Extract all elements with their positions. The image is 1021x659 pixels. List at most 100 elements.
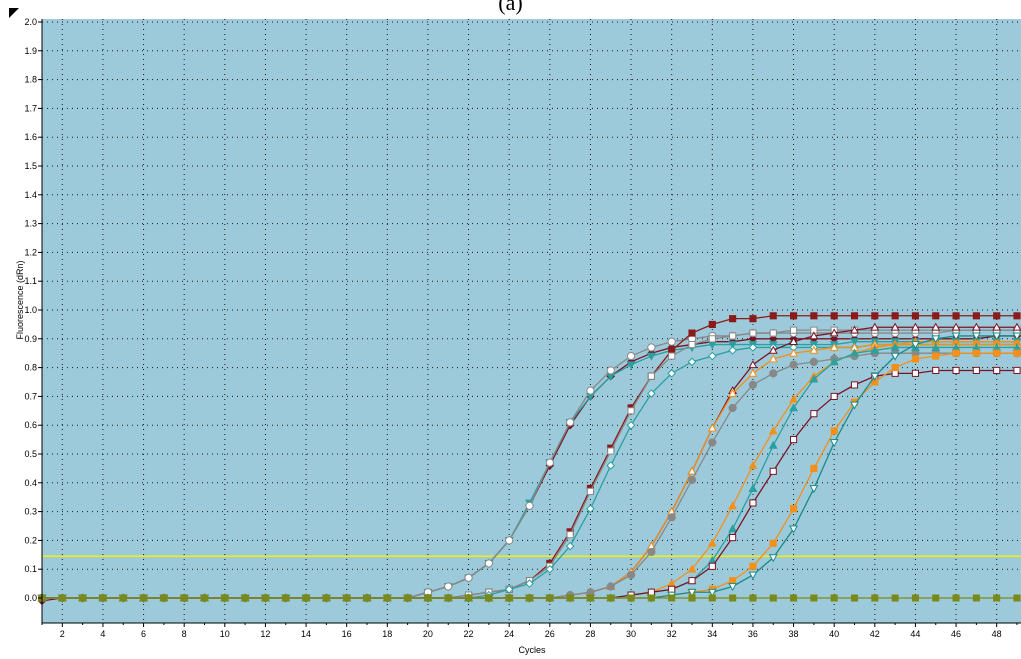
data-point — [993, 594, 1001, 602]
data-point — [870, 372, 880, 381]
data-point — [992, 332, 1002, 341]
data-point — [505, 594, 513, 602]
data-point — [769, 329, 777, 337]
data-point — [687, 466, 697, 475]
data-point — [932, 312, 940, 320]
x-tick-label: 40 — [829, 629, 839, 639]
series-14 — [38, 594, 1021, 602]
data-point — [525, 501, 534, 510]
data-point — [708, 351, 717, 361]
data-point — [749, 315, 757, 323]
data-point — [586, 504, 595, 514]
data-point — [626, 420, 636, 430]
y-tick-label: 0.8 — [24, 363, 37, 373]
x-tick-label: 42 — [870, 629, 880, 639]
data-point — [688, 341, 696, 349]
data-point — [383, 594, 391, 602]
data-point — [972, 349, 980, 357]
data-point — [119, 594, 127, 602]
x-tick-label: 4 — [100, 629, 105, 639]
data-point — [707, 538, 717, 547]
data-point — [424, 594, 432, 602]
data-point — [972, 366, 980, 375]
data-point — [565, 541, 575, 551]
x-tick-label: 26 — [545, 629, 555, 639]
data-point — [890, 342, 900, 351]
data-point — [687, 588, 697, 597]
data-point — [729, 315, 737, 323]
y-axis-ticks: 0.0 0.1 0.2 0.3 0.4 0.5 0.6 0.7 0.8 0.9 1.0 1.1 1.2 1… — [24, 17, 42, 603]
data-point — [668, 585, 676, 593]
data-point — [829, 342, 839, 351]
data-point — [140, 594, 148, 602]
data-point — [809, 331, 819, 340]
x-tick-label: 18 — [382, 629, 392, 639]
data-point — [952, 312, 960, 320]
data-point — [687, 357, 697, 367]
y-tick-label: 0.9 — [24, 334, 37, 344]
x-tick-label: 22 — [464, 629, 474, 639]
data-point — [728, 501, 738, 510]
x-axis-title: Cycles — [518, 645, 546, 655]
data-point — [790, 312, 798, 320]
data-point — [891, 312, 899, 320]
x-tick-label: 24 — [504, 629, 514, 639]
data-point — [688, 594, 696, 602]
data-point — [647, 547, 656, 557]
data-point — [891, 364, 899, 372]
data-point — [890, 322, 900, 331]
data-point — [525, 579, 534, 588]
x-tick-label: 32 — [667, 629, 677, 639]
data-point — [768, 354, 778, 363]
x-tick-label: 46 — [951, 629, 961, 639]
y-tick-label: 1.4 — [24, 190, 37, 200]
data-point — [627, 594, 635, 602]
data-point — [810, 312, 818, 320]
data-point — [911, 355, 919, 363]
data-point — [404, 594, 412, 602]
y-tick-label: 1.5 — [24, 161, 37, 171]
data-point — [647, 389, 656, 398]
data-point — [607, 594, 615, 602]
data-point — [768, 426, 778, 435]
data-point — [952, 366, 960, 375]
data-point — [525, 594, 534, 602]
data-point — [668, 346, 676, 354]
data-point — [932, 366, 940, 375]
y-tick-label: 0.2 — [24, 535, 37, 545]
data-point — [829, 328, 839, 337]
data-point — [749, 499, 757, 507]
data-point — [810, 410, 818, 418]
data-point — [363, 594, 371, 602]
data-point — [850, 348, 859, 357]
data-point — [749, 594, 757, 602]
data-point — [829, 357, 839, 366]
data-point — [627, 407, 635, 415]
data-point — [789, 337, 799, 346]
x-axis-ticks: 2 4 6 8 10 12 14 16 18 20 22 24 26 28 30 32 34 36 38 40 42 44… — [41, 623, 1018, 639]
data-point — [626, 570, 636, 580]
y-tick-label: 0.0 — [24, 593, 37, 603]
data-point — [748, 460, 758, 469]
data-point — [829, 439, 839, 448]
data-point — [667, 369, 676, 378]
data-point — [707, 423, 717, 432]
data-point — [343, 594, 351, 602]
data-point — [180, 594, 188, 602]
y-tick-label: 1.1 — [24, 276, 37, 286]
data-point — [729, 594, 737, 602]
data-point — [810, 594, 818, 602]
data-point — [607, 447, 615, 455]
data-point — [626, 351, 636, 361]
data-point — [748, 483, 758, 492]
data-point — [810, 326, 818, 334]
data-point — [768, 345, 778, 354]
data-point — [728, 403, 737, 413]
data-point — [707, 588, 717, 597]
data-point — [79, 594, 87, 602]
data-point — [748, 343, 758, 352]
data-point — [809, 485, 819, 494]
data-point — [850, 312, 859, 320]
y-tick-label: 1.6 — [24, 132, 37, 142]
data-point — [871, 594, 879, 602]
